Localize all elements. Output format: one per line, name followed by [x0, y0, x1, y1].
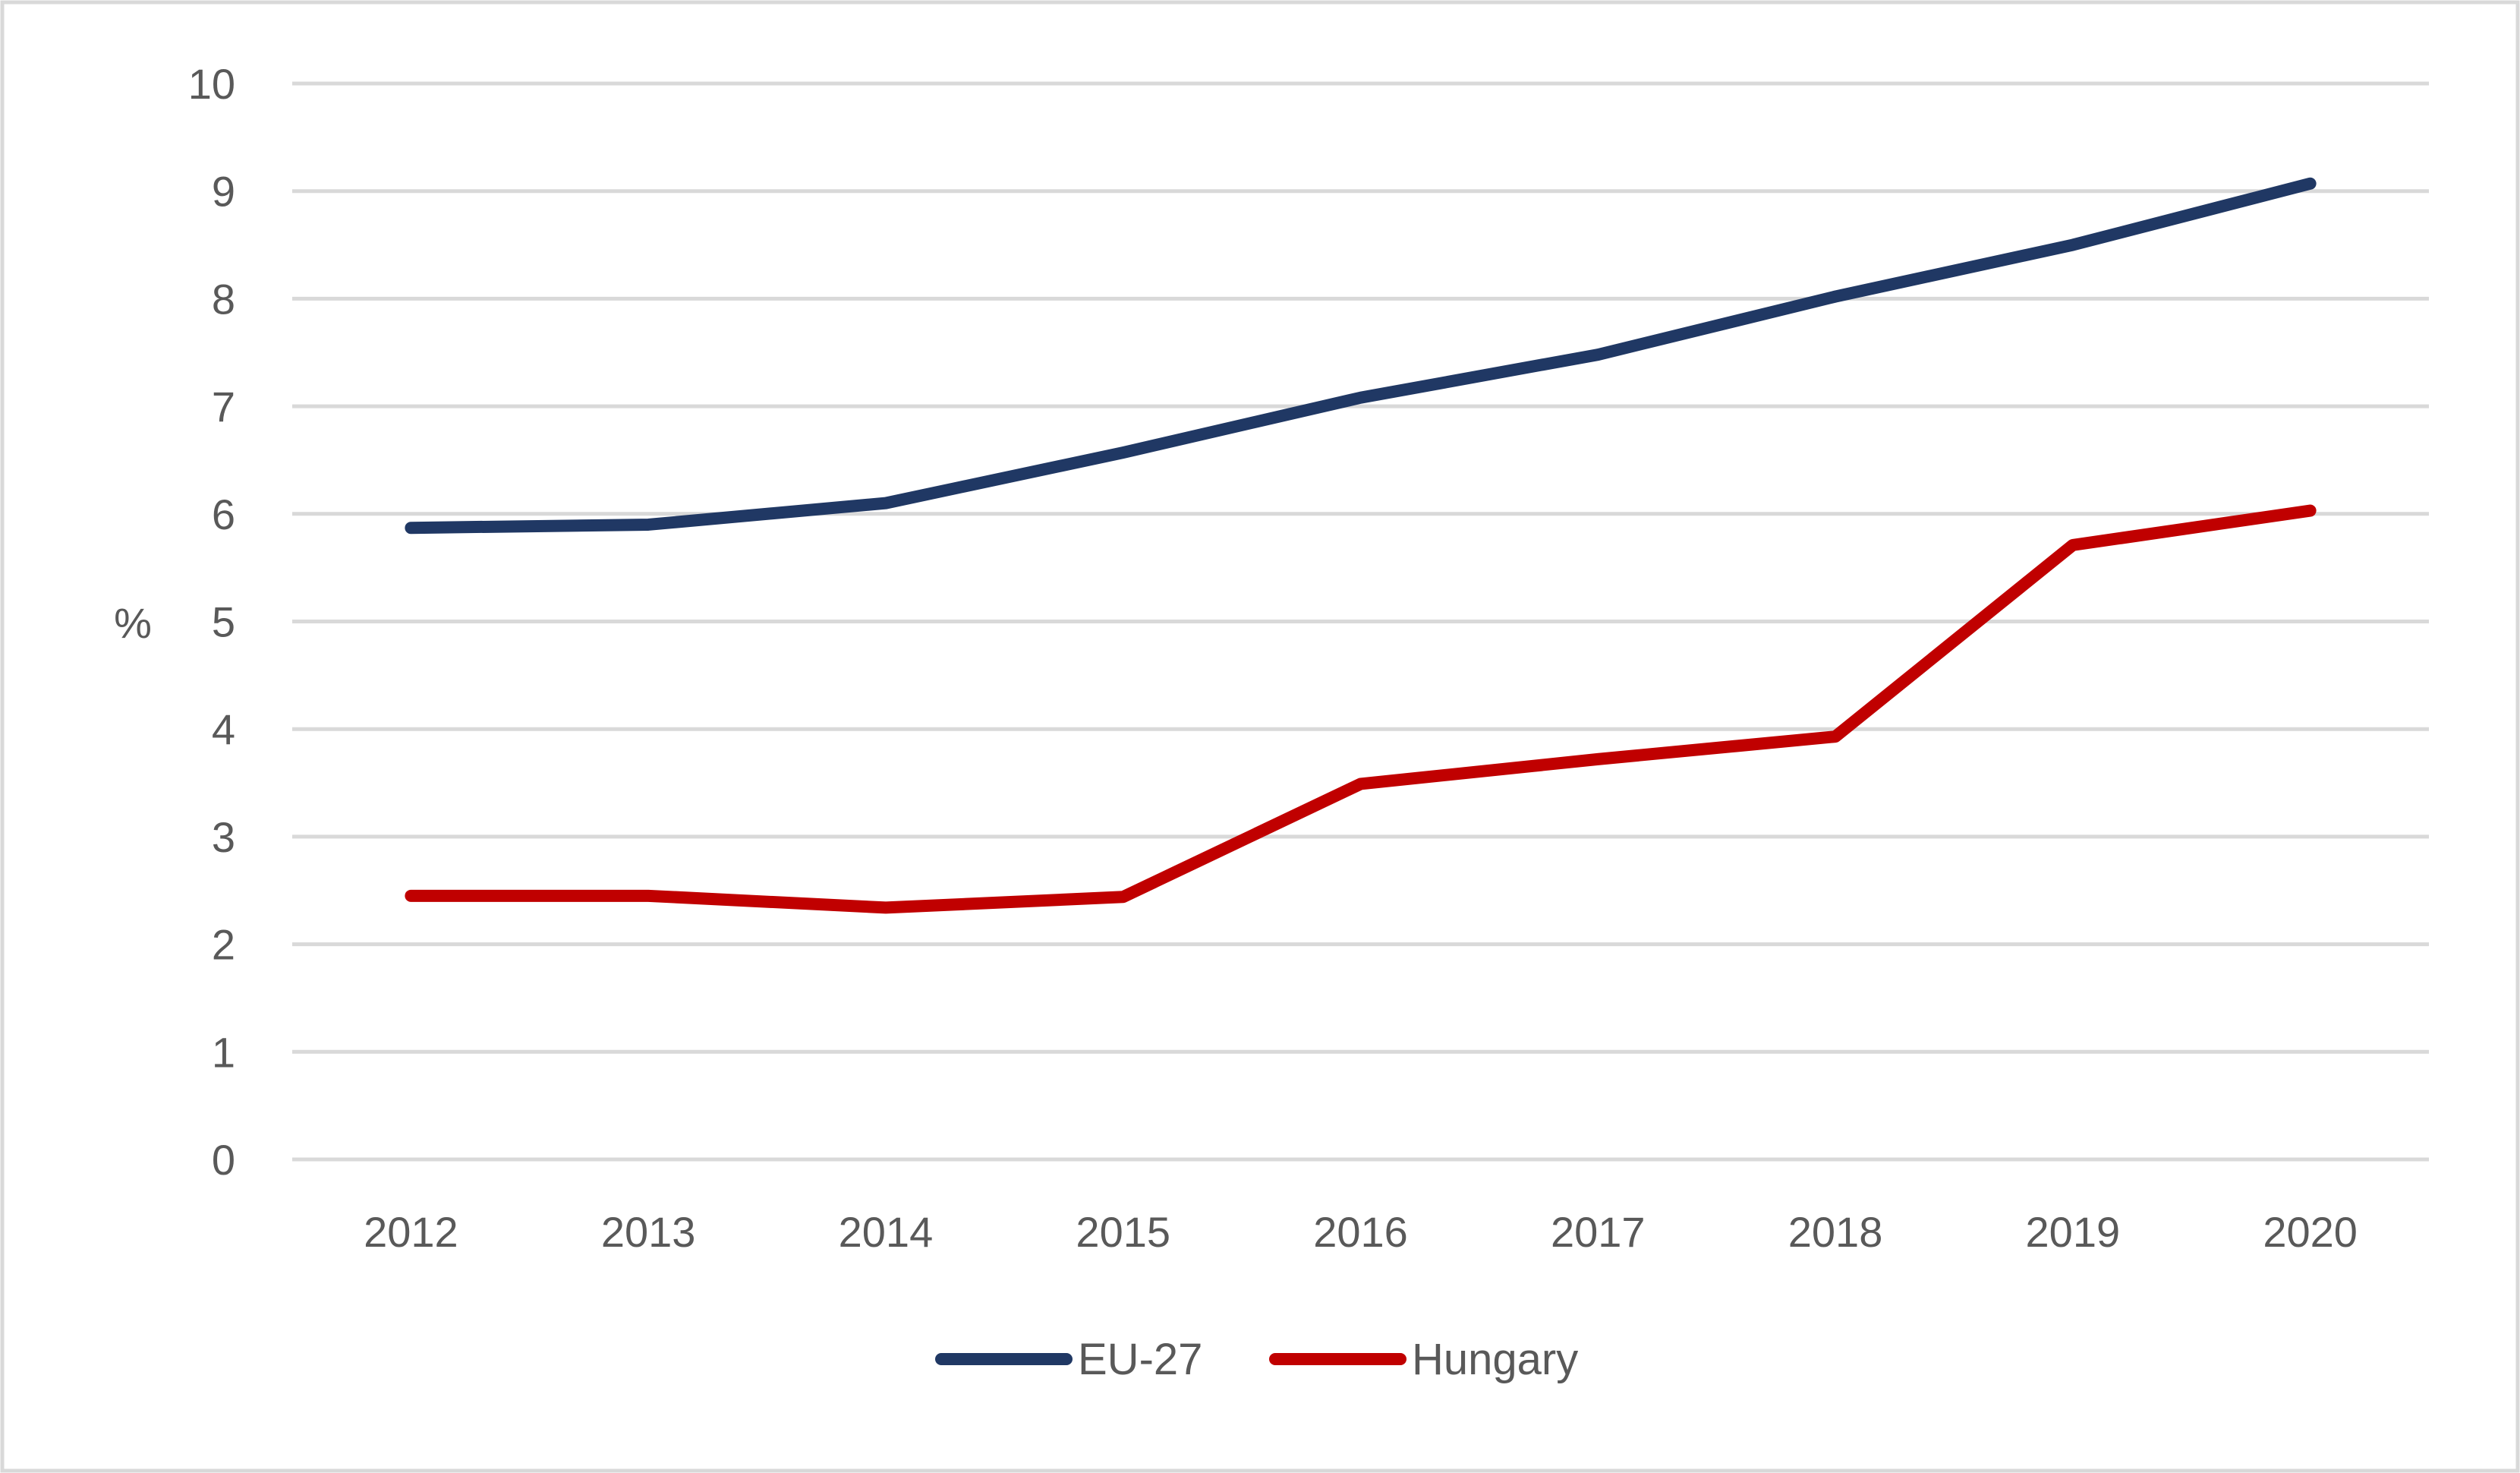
legend-label: EU-27 — [1078, 1335, 1202, 1384]
y-tick-label: 4 — [212, 705, 235, 753]
y-tick-label: 5 — [212, 598, 235, 646]
x-tick-label: 2017 — [1551, 1208, 1646, 1256]
x-tick-label: 2020 — [2263, 1208, 2358, 1256]
x-tick-label: 2019 — [2026, 1208, 2121, 1256]
x-tick-label: 2013 — [601, 1208, 696, 1256]
y-tick-label: 8 — [212, 275, 235, 323]
y-tick-label: 9 — [212, 168, 235, 216]
y-tick-label: 7 — [212, 383, 235, 431]
y-tick-label: 1 — [212, 1028, 235, 1076]
y-axis-title: % — [114, 599, 152, 647]
y-axis-ticks: 0 1 2 3 4 5 6 7 8 9 10 — [188, 60, 235, 1184]
series-line-eu-27 — [405, 177, 2317, 535]
y-tick-label: 2 — [212, 921, 235, 969]
series-lines — [405, 177, 2317, 914]
x-tick-label: 2015 — [1076, 1208, 1170, 1256]
y-tick-label: 10 — [188, 60, 235, 108]
x-tick-label: 2018 — [1788, 1208, 1883, 1256]
x-tick-label: 2012 — [364, 1208, 458, 1256]
x-tick-label: 2014 — [839, 1208, 934, 1256]
series-line-hungary — [405, 504, 2317, 914]
y-tick-label: 3 — [212, 813, 235, 861]
legend: EU-27 Hungary — [935, 1335, 1578, 1384]
gridlines — [292, 81, 2429, 1162]
x-tick-label: 2016 — [1313, 1208, 1408, 1256]
y-tick-label: 0 — [212, 1136, 235, 1184]
legend-label: Hungary — [1412, 1335, 1578, 1384]
y-tick-label: 6 — [212, 490, 235, 538]
x-axis-ticks: 2012 2013 2014 2015 2016 2017 2018 2019 2020 — [364, 1208, 2358, 1256]
